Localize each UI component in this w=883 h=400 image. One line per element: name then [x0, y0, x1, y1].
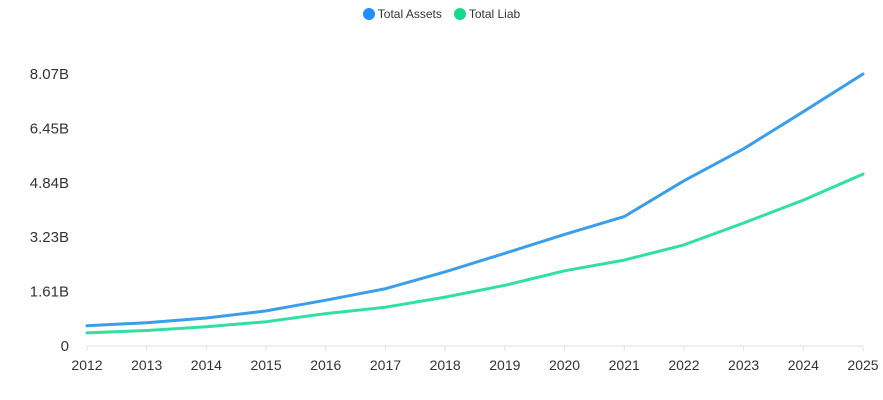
x-tick-label-2016: 2016 — [310, 357, 341, 373]
x-tick-label-2020: 2020 — [549, 357, 580, 373]
legend: Total Assets Total Liab — [0, 7, 883, 21]
legend-label-total-liab: Total Liab — [468, 7, 521, 21]
x-axis-labels: 2012 2013 2014 2015 2016 2017 2018 2019 2020 2021… — [71, 357, 878, 373]
y-tick-label-0: 0 — [61, 338, 69, 355]
x-tick-label-2022: 2022 — [668, 357, 699, 373]
x-tick-label-2024: 2024 — [788, 357, 819, 373]
legend-item-total-assets[interactable]: Total Assets — [362, 7, 442, 21]
x-tick-label-2019: 2019 — [489, 357, 520, 373]
x-axis-ticks — [86, 346, 864, 351]
series-line-total-liab — [85, 172, 865, 335]
x-tick-label-2023: 2023 — [728, 357, 759, 373]
x-tick-label-2013: 2013 — [131, 357, 162, 373]
x-tick-label-2017: 2017 — [370, 357, 401, 373]
legend-item-total-liab[interactable]: Total Liab — [453, 7, 521, 21]
y-tick-label-4-84b: 4.84B — [30, 175, 69, 192]
y-tick-label-8-07b: 8.07B — [30, 66, 69, 83]
x-tick-label-2021: 2021 — [609, 357, 640, 373]
legend-marker-total-liab — [453, 8, 466, 20]
x-tick-label-2012: 2012 — [71, 357, 102, 373]
y-axis-labels: 0 1.61B 3.23B 4.84B 6.45B 8.07B — [30, 66, 69, 355]
legend-label-total-assets: Total Assets — [377, 7, 442, 21]
series-line-total-assets — [85, 72, 865, 328]
series-lines — [85, 72, 865, 335]
legend-marker-total-assets — [362, 8, 375, 20]
y-tick-label-3-23b: 3.23B — [30, 229, 69, 246]
y-tick-label-6-45b: 6.45B — [30, 121, 69, 138]
x-tick-label-2025: 2025 — [847, 357, 878, 373]
y-tick-label-1-61b: 1.61B — [30, 284, 69, 301]
x-tick-label-2014: 2014 — [191, 357, 222, 373]
x-tick-label-2015: 2015 — [250, 357, 281, 373]
x-tick-label-2018: 2018 — [430, 357, 461, 373]
